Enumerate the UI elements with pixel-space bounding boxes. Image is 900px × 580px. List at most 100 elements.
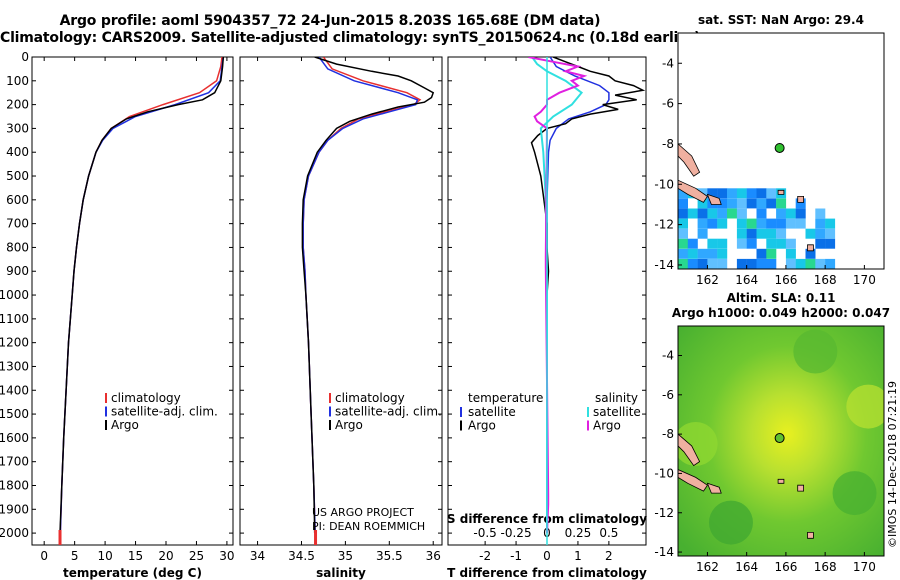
temperature-xtick-label: 15 <box>128 549 143 563</box>
sst-cell <box>756 258 767 269</box>
sla-blob <box>846 384 884 429</box>
sst-cell <box>825 238 836 249</box>
sdiff-legend-label: Argo <box>593 419 621 433</box>
sst-cell <box>707 248 718 259</box>
sst-cell <box>785 218 796 229</box>
sst-cell <box>746 188 757 199</box>
sst-map-ytick-label: -6 <box>662 97 674 111</box>
sst-cell <box>746 228 757 239</box>
chart-title-line2: Climatology: CARS2009. Satellite-adjuste… <box>0 30 701 46</box>
tdiff-xtick-label: 0 <box>543 549 551 563</box>
temperature-xtick-label: 20 <box>158 549 173 563</box>
salinity-xtick-label: 36 <box>426 549 441 563</box>
salinity-plot-frame <box>239 56 443 546</box>
sst-cell <box>776 228 787 239</box>
sla-map-xtick-label: 170 <box>853 560 876 574</box>
sst-cell <box>805 248 816 259</box>
sdiff-xtick-label: 0.5 <box>599 526 618 540</box>
sst-cell <box>756 228 767 239</box>
sst-cell <box>687 248 698 259</box>
sst-map-xtick-label: 166 <box>774 273 797 287</box>
depth-tick-label: 400 <box>6 145 29 159</box>
sst-cell <box>736 188 747 199</box>
sst-cell <box>746 238 757 249</box>
sst-cell <box>707 238 718 249</box>
tdiff-satellite-line <box>546 57 610 534</box>
sla-blob <box>708 500 753 545</box>
sdiff-legend-label: satellite <box>593 405 641 419</box>
temperature-legend-label: satellite-adj. clim. <box>111 405 218 419</box>
depth-tick-label: 1300 <box>0 359 29 373</box>
sst-cell <box>766 238 777 249</box>
sst-cell <box>736 208 747 219</box>
depth-tick-label: 1800 <box>0 478 29 492</box>
sst-islands <box>678 143 814 252</box>
project-annotation: US ARGO PROJECT <box>312 506 414 519</box>
sst-data-cells <box>678 188 836 269</box>
sst-cell <box>766 228 777 239</box>
depth-tick-label: 1000 <box>0 288 29 302</box>
temperature-axis-label: temperature (deg C) <box>63 566 202 580</box>
sst-cell <box>727 188 737 199</box>
sst-map-xtick-label: 162 <box>696 273 719 287</box>
sst-cell <box>687 208 698 219</box>
sst-profile-marker <box>774 142 785 153</box>
salinity-legend-label: Argo <box>335 418 363 432</box>
sst-cell <box>756 188 767 199</box>
sst-cell <box>697 258 708 269</box>
sla-profile-marker <box>774 433 785 444</box>
sst-cell <box>707 258 718 269</box>
temperature-satellite-line <box>59 57 225 545</box>
sla-island <box>777 478 785 484</box>
sst-cell <box>756 248 767 259</box>
sst-cell <box>697 208 708 219</box>
sst-cell <box>707 208 718 219</box>
copyright-label: ©IMOS 14-Dec-2018 07:21:19 <box>886 381 899 548</box>
depth-tick-label: 600 <box>6 193 29 207</box>
sla-islands <box>678 433 814 539</box>
sst-cell <box>717 248 728 259</box>
pi-annotation: PI: DEAN ROEMMICH <box>312 520 425 533</box>
sdiff-legend-title: salinity <box>595 391 638 405</box>
sst-island <box>807 244 814 252</box>
sla-map-ytick-label: -14 <box>654 545 674 559</box>
sst-cell <box>707 188 718 199</box>
sst-cell <box>776 198 787 209</box>
sst-cell <box>805 258 816 269</box>
chart-title-line1: Argo profile: aoml 5904357_72 24-Jun-201… <box>59 13 601 29</box>
sst-cell <box>717 208 728 219</box>
sst-cell <box>825 228 836 239</box>
sst-cell <box>697 228 708 239</box>
sst-cell <box>678 208 688 219</box>
sdiff-xtick-label: -0.25 <box>501 526 532 540</box>
tdiff-legend-title: temperature <box>468 391 543 405</box>
sst-cell <box>785 248 796 259</box>
sst-cell <box>776 218 787 229</box>
sst-cell <box>697 218 708 229</box>
sla-map-frame <box>677 325 885 557</box>
sst-cell <box>736 238 747 249</box>
sst-cell <box>766 248 777 259</box>
sst-cell <box>687 258 698 269</box>
temperature-climatology-line <box>59 57 223 545</box>
tdiff-xtick-label: 1 <box>574 549 582 563</box>
salinity-legend-label: climatology <box>335 391 405 405</box>
sdiff-xtick-label: 0.25 <box>565 526 592 540</box>
sst-cell <box>717 218 728 229</box>
sst-cell <box>697 198 708 209</box>
salinity-climatology-line <box>302 57 422 545</box>
depth-tick-label: 1600 <box>0 431 29 445</box>
sst-map-ytick-label: -8 <box>662 137 674 151</box>
sst-cell <box>678 228 688 239</box>
sst-cell <box>678 198 688 209</box>
sst-cell <box>756 218 767 229</box>
sst-cell <box>717 258 728 269</box>
depth-tick-label: 300 <box>6 121 29 135</box>
sst-cell <box>717 198 728 209</box>
salinity-satellite-line <box>302 57 419 545</box>
temperature-plot-frame <box>31 56 234 546</box>
sst-cell <box>678 218 688 229</box>
sst-cell <box>785 258 796 269</box>
temperature-xtick-label: 10 <box>97 549 112 563</box>
